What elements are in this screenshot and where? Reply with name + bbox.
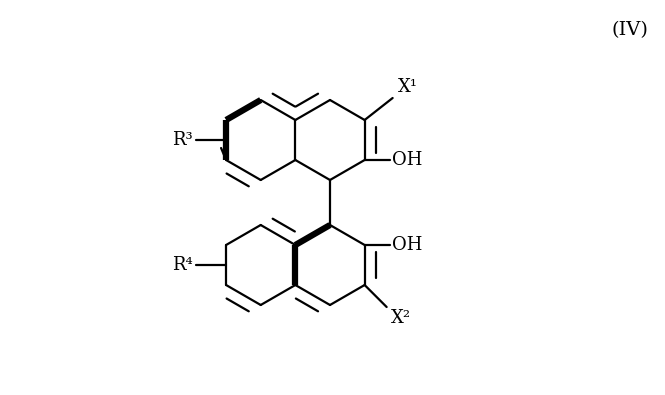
Text: R⁴: R⁴ xyxy=(172,256,193,274)
Text: X²: X² xyxy=(390,309,411,327)
Text: X¹: X¹ xyxy=(398,78,418,96)
Text: (IV): (IV) xyxy=(612,21,648,39)
Text: R³: R³ xyxy=(172,131,193,149)
Text: OH: OH xyxy=(392,151,422,169)
Text: OH: OH xyxy=(392,236,422,254)
